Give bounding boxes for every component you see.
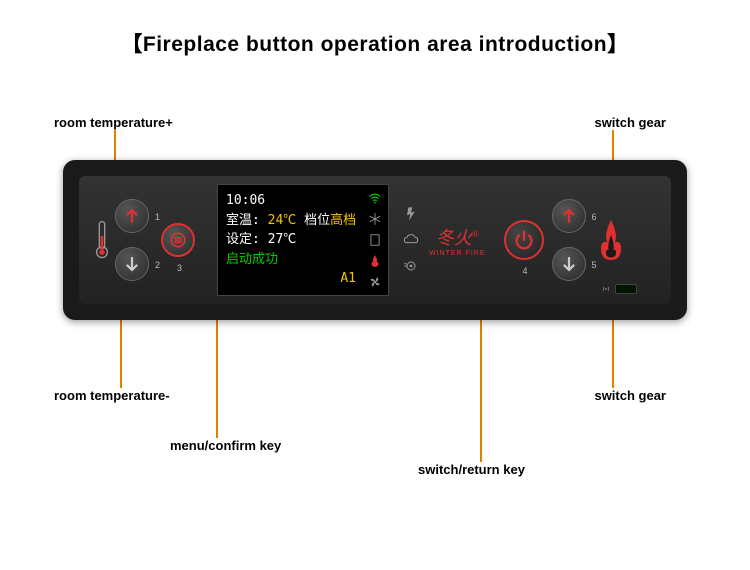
brand-en-text: WINTER FIRE	[429, 250, 486, 257]
callout-menu-confirm: menu/confirm key	[170, 438, 281, 453]
wifi-icon	[368, 191, 382, 205]
signal-indicator	[601, 284, 637, 294]
brand-cn-text: 冬火®	[429, 224, 486, 250]
callout-switch-gear-bottom: switch gear	[594, 388, 666, 403]
lcd-screen: 10:06 室温: 24℃ 档位高档 设定: 27℃ 启动成功 A1	[217, 184, 389, 296]
button-number-2: 2	[155, 260, 160, 270]
temp-down-button[interactable]: 2	[115, 247, 149, 281]
status-text: 启动成功	[226, 250, 380, 270]
power-icon	[513, 229, 535, 251]
menu-button[interactable]: 3	[161, 223, 195, 257]
power-button[interactable]: 4	[504, 220, 544, 260]
turbo-icon	[403, 258, 419, 274]
signal-icon	[601, 284, 611, 294]
callout-switch-return: switch/return key	[418, 462, 525, 477]
arrow-up-icon	[123, 207, 141, 225]
room-temp-label: 室温:	[226, 213, 260, 228]
gear-down-button[interactable]: 5	[552, 247, 586, 281]
panel-face: 1 2 3 10:06 室温: 24℃ 档位高档 设定: 27℃ 启动成功 A1	[79, 176, 671, 304]
control-panel: 1 2 3 10:06 室温: 24℃ 档位高档 设定: 27℃ 启动成功 A1	[63, 160, 687, 320]
screen-status-icons	[368, 191, 382, 289]
thermometer-icon	[93, 218, 111, 263]
gear-value: 高档	[330, 213, 356, 228]
snow-icon	[368, 212, 382, 226]
set-label: 设定:	[226, 232, 260, 247]
side-icon-column	[403, 206, 419, 274]
alarm-code: A1	[340, 271, 356, 286]
arrow-up-icon	[560, 207, 578, 225]
button-number-6: 6	[591, 212, 596, 222]
menu-icon	[169, 231, 187, 249]
screen-time: 10:06	[226, 193, 265, 208]
temp-up-button[interactable]: 1	[115, 199, 149, 233]
arrow-down-icon	[560, 255, 578, 273]
callout-switch-gear-top: switch gear	[594, 115, 666, 130]
gear-label: 档位	[304, 213, 330, 228]
page-title: 【Fireplace button operation area introdu…	[0, 0, 750, 58]
flame-small-icon	[368, 254, 382, 268]
button-number-3: 3	[177, 263, 182, 273]
brand-logo: 冬火® WINTER FIRE	[429, 224, 486, 257]
signal-bar	[615, 284, 637, 294]
flame-icon	[596, 220, 626, 260]
room-temp-value: 24℃	[268, 213, 297, 228]
callout-room-temp-down: room temperature-	[54, 388, 170, 403]
fan-icon	[368, 275, 382, 289]
gear-up-button[interactable]: 6	[552, 199, 586, 233]
callout-room-temp-up: room temperature+	[54, 115, 173, 130]
cloud-icon	[403, 232, 419, 248]
arrow-down-icon	[123, 255, 141, 273]
document-icon	[368, 233, 382, 247]
button-number-5: 5	[591, 260, 596, 270]
button-number-1: 1	[155, 212, 160, 222]
set-value: 27℃	[268, 232, 297, 247]
spark-icon	[403, 206, 419, 222]
button-number-4: 4	[523, 266, 528, 276]
